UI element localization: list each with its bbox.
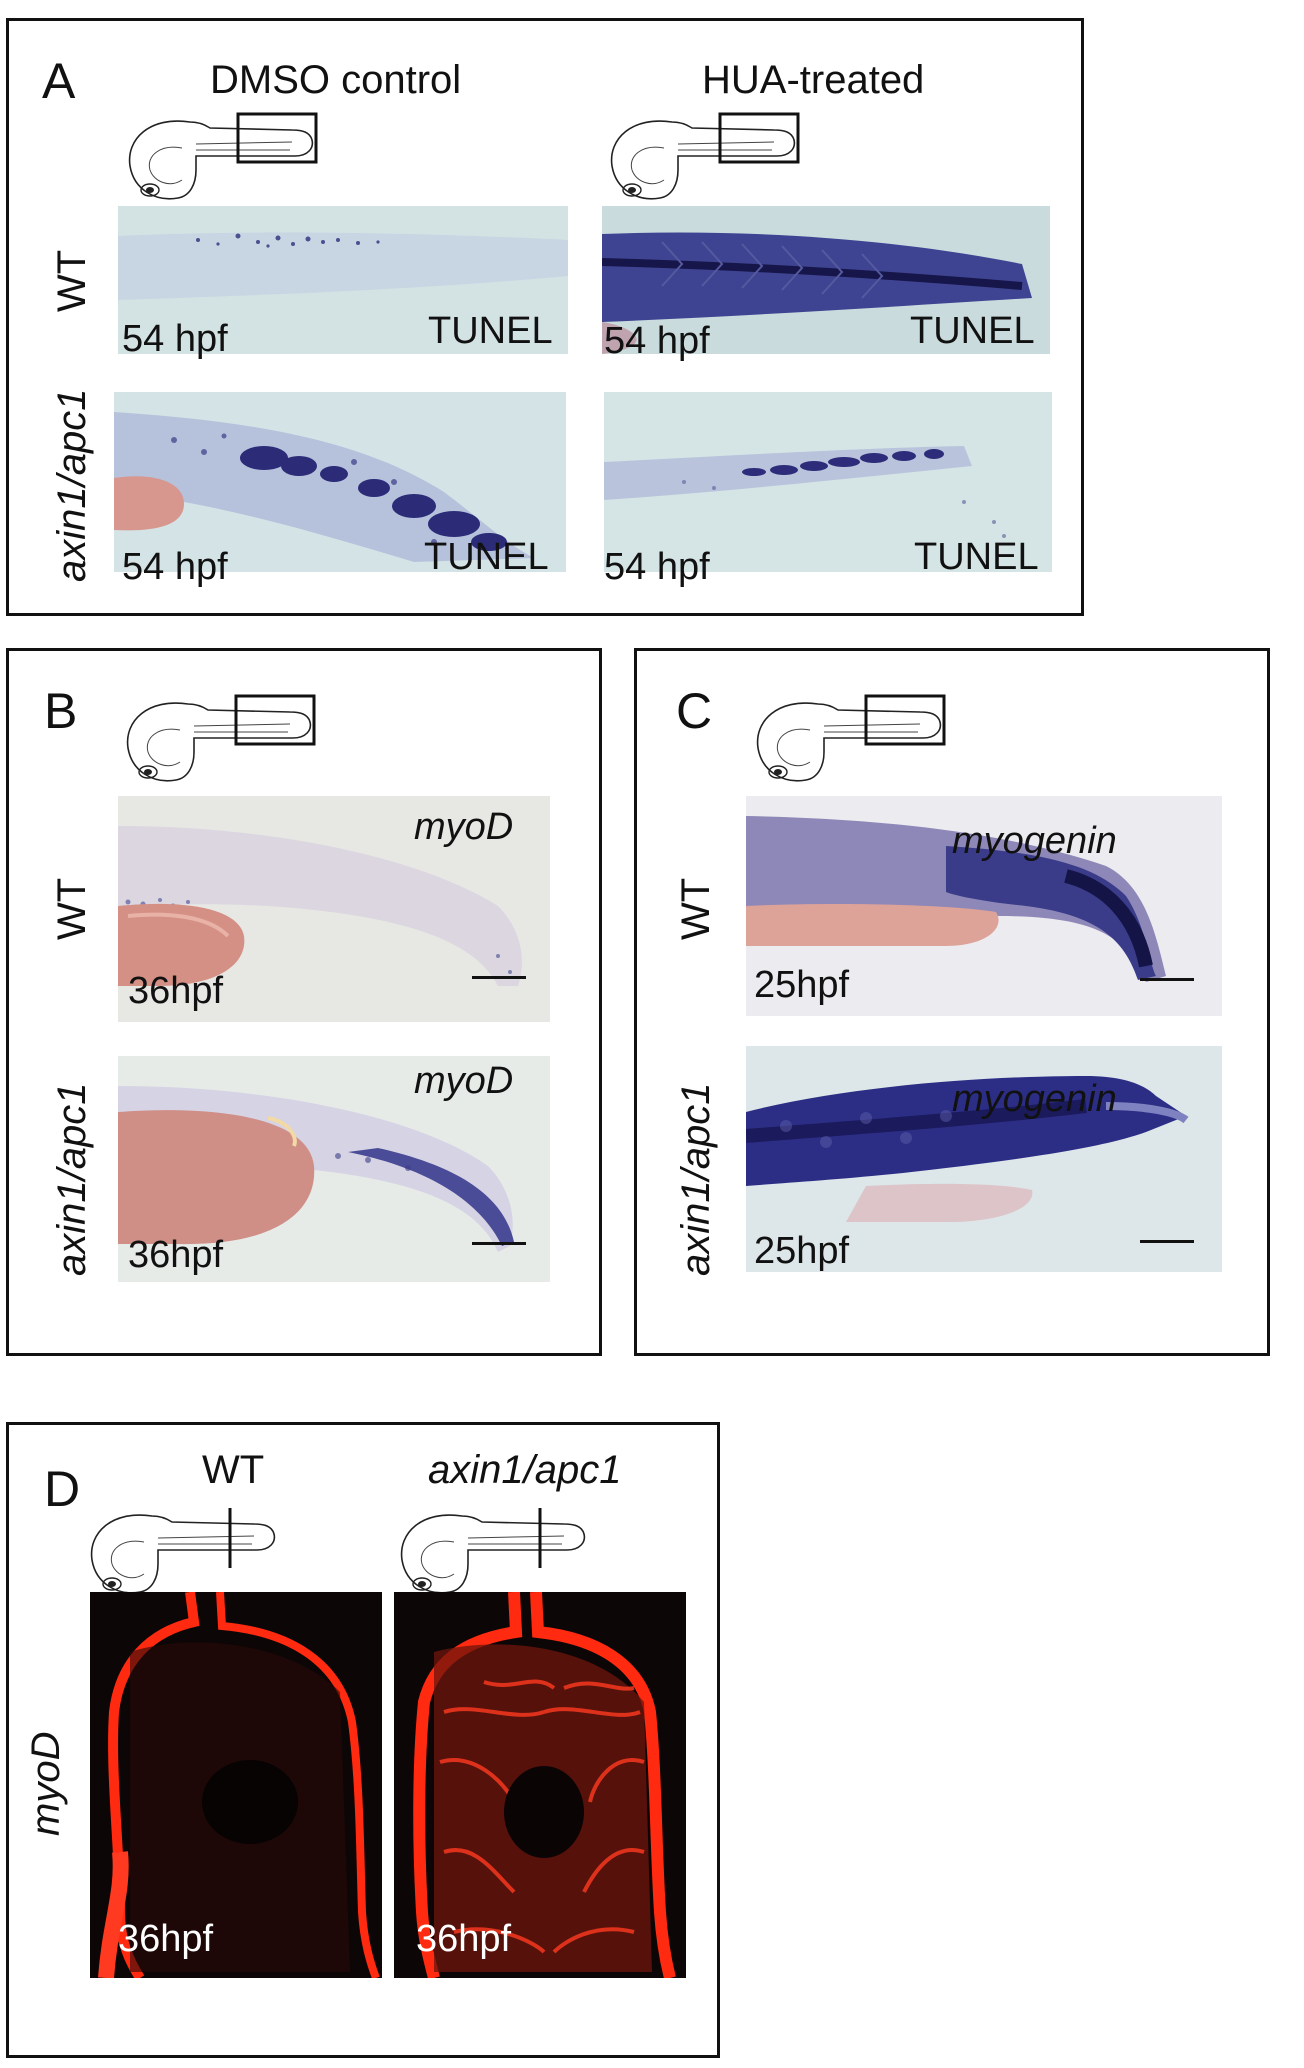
panel-c-letter: C [676,683,713,739]
micrograph-d-wt [90,1592,382,1978]
panel-d-col-title-mutant: axin1/apc1 [428,1448,622,1492]
scale-bar [472,976,526,979]
panel-a-letter: A [42,53,76,109]
gene-label: myogenin [952,820,1117,862]
stage-label: 36hpf [416,1918,512,1960]
stage-label: 36hpf [128,970,224,1012]
panel-b-row-label-wt: WT [50,877,94,940]
gene-label: myoD [414,806,514,848]
stain-label: TUNEL [424,536,549,578]
stage-label: 25hpf [754,1230,850,1272]
stage-label: 36hpf [128,1234,224,1276]
stain-label: TUNEL [914,536,1039,578]
panel-a-row-label-mutant: axin1/apc1 [50,388,94,582]
micrograph-a-wt-hua [602,206,1050,354]
gene-label: myoD [414,1060,514,1102]
stain-label: TUNEL [428,310,553,352]
stage-label: 54 hpf [604,320,710,362]
embryo-schematic-icon [748,694,946,790]
micrograph-c-mutant [746,1046,1222,1272]
embryo-schematic-icon [120,112,318,208]
gene-label: myogenin [952,1078,1117,1120]
micrograph-a-mutant-hua [604,392,1052,572]
scale-bar [1140,1240,1194,1243]
scale-bar [1140,978,1194,981]
panel-b-row-label-mutant: axin1/apc1 [50,1082,94,1276]
micrograph-a-wt-dmso [118,206,568,354]
panel-c-row-label-mutant: axin1/apc1 [674,1082,718,1276]
panel-a-row-label-wt: WT [50,249,94,312]
embryo-schematic-icon [82,1508,282,1602]
stage-label: 54 hpf [122,318,228,360]
stain-label: TUNEL [910,310,1035,352]
panel-c-row-label-wt: WT [674,877,718,940]
panel-d-letter: D [44,1461,81,1517]
panel-b-letter: B [44,683,78,739]
micrograph-b-wt [118,796,550,1022]
stage-label: 36hpf [118,1918,214,1960]
panel-a-col-title-dmso: DMSO control [210,58,462,102]
stage-label: 25hpf [754,964,850,1006]
scale-bar [472,1242,526,1245]
embryo-schematic-icon [392,1508,592,1602]
panel-a-col-title-hua: HUA-treated [702,58,925,102]
micrograph-a-mutant-dmso [114,392,566,572]
embryo-schematic-icon [602,112,800,208]
panel-d-col-title-wt: WT [202,1448,265,1492]
stage-label: 54 hpf [122,546,228,588]
panel-d-row-label: myoD [24,1731,68,1836]
stage-label: 54 hpf [604,546,710,588]
micrograph-d-mutant [394,1592,686,1978]
embryo-schematic-icon [118,694,316,790]
